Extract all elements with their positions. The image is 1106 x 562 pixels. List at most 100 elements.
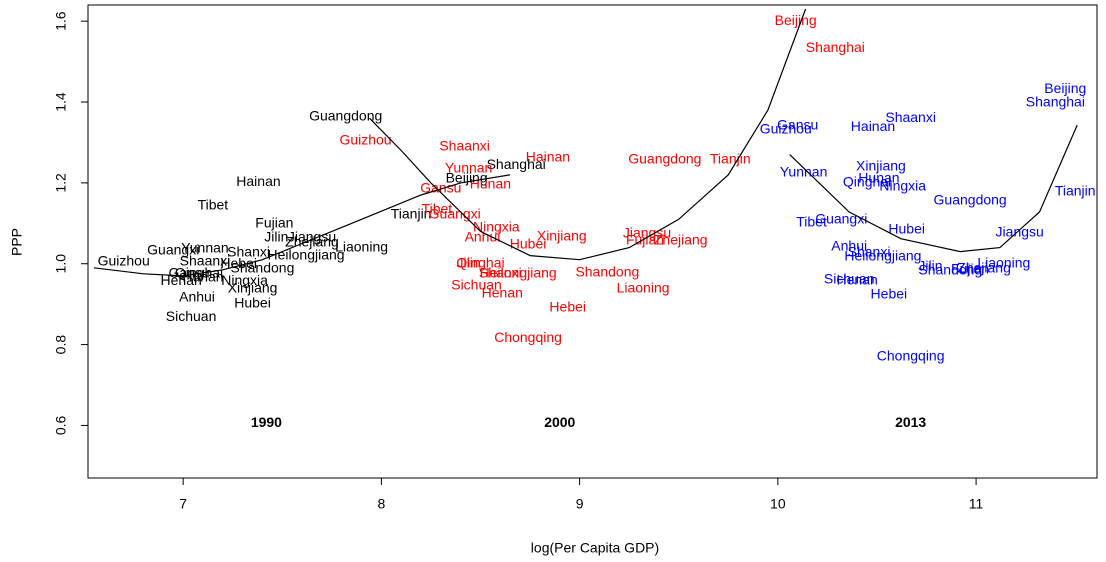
point-label: Shandong (575, 263, 639, 279)
point-label: Xinjiang (856, 157, 906, 173)
point-label: Shanghai (806, 39, 865, 55)
year-annotation: 2013 (895, 414, 926, 430)
point-label: Guangxi (429, 206, 481, 222)
x-tick-label: 11 (969, 496, 984, 512)
point-label: Sichuan (451, 276, 502, 292)
point-label: Guangxi (147, 242, 199, 258)
point-label: Henan (161, 272, 202, 288)
point-label: Hainan (851, 118, 895, 134)
point-label: Tibet (422, 201, 453, 217)
point-label: Hebei (871, 286, 908, 302)
x-axis-title: log(Per Capita GDP) (531, 540, 659, 556)
point-label: Heilongjiang (480, 265, 557, 281)
point-label: Liaoning (977, 254, 1030, 270)
point-label: Hubei (234, 294, 271, 310)
point-label: Xinjiang (228, 280, 278, 296)
y-tick-label: 1.2 (53, 173, 69, 193)
point-label: Tibet (796, 214, 827, 230)
point-label: Liaoning (617, 280, 670, 296)
point-label: Tianjin (710, 151, 751, 167)
point-label: Anhui (465, 229, 501, 245)
point-label: Hainan (236, 173, 280, 189)
point-label: Fujian (255, 214, 293, 230)
point-label: Guizhou (760, 121, 812, 137)
point-label: Shaanxi (180, 252, 231, 268)
point-label: Jilin (264, 229, 288, 245)
point-label: Hubei (888, 220, 925, 236)
point-label: Hebei (220, 255, 257, 271)
x-tick-label: 7 (179, 496, 187, 512)
x-tick-label: 10 (770, 496, 786, 512)
point-label: Beijing (446, 170, 488, 186)
point-label: Guangdong (628, 151, 701, 167)
point-label: Liaoning (335, 238, 388, 254)
point-label: Jilin (457, 254, 481, 270)
point-label: Jiangsu (623, 225, 671, 241)
point-label: Tibet (198, 197, 229, 213)
fit-curve (93, 174, 511, 277)
point-label: Shanghai (487, 156, 546, 172)
point-label: Henan (837, 271, 878, 287)
point-label: Guangdong (934, 191, 1007, 207)
point-label: Jiangsu (288, 229, 336, 245)
y-tick-label: 1.0 (53, 254, 69, 274)
point-label: Tianjin (391, 206, 432, 222)
point-label: Gansu (777, 117, 818, 133)
point-label: Shanxi (227, 244, 270, 260)
point-label: Chongqing (877, 347, 945, 363)
point-label: Henan (482, 284, 523, 300)
point-label: Sichuan (166, 308, 217, 324)
point-label: Hebei (549, 299, 586, 315)
point-label: Hunan (182, 269, 223, 285)
point-label: Yunnan (181, 239, 229, 255)
point-label: Hainan (526, 149, 570, 165)
point-label: Chongqing (494, 329, 562, 345)
point-label: Shanghai (1026, 94, 1085, 110)
x-tick-label: 9 (576, 496, 584, 512)
fit-curve (789, 124, 1078, 253)
point-label: Ningxia (221, 272, 268, 288)
point-label: Ningxia (473, 218, 520, 234)
point-label: Yunnan (780, 163, 828, 179)
point-label: Guizhou (98, 252, 150, 268)
point-label: Ningxia (879, 178, 926, 194)
plot-frame (87, 4, 1098, 479)
point-label: Beijing (775, 12, 817, 28)
point-label: Yunnan (445, 159, 493, 175)
year-annotation: 2000 (544, 414, 575, 430)
point-label: Anhui (831, 237, 867, 253)
point-label: Guangdong (309, 108, 382, 124)
point-label: Shaanxi (885, 109, 936, 125)
point-label: Shanxi (848, 244, 891, 260)
point-label: Xinjiang (537, 227, 587, 243)
x-tick-label: 8 (377, 496, 385, 512)
y-axis-title: PPP (9, 228, 25, 256)
point-label: Shandong (918, 261, 982, 277)
point-label: Zhejiang (957, 259, 1011, 275)
point-label: Shaanxi (439, 138, 490, 154)
year-annotation: 1990 (251, 414, 282, 430)
point-label: Zhejiang (654, 231, 708, 247)
point-label: Hubei (510, 235, 547, 251)
point-label: Anhui (179, 288, 215, 304)
point-label: Heilongjiang (844, 248, 921, 264)
point-label: Jiangsu (996, 223, 1044, 239)
point-label: Jilin (918, 257, 942, 273)
y-tick-label: 1.4 (53, 92, 69, 112)
point-label: Qinghai (843, 174, 891, 190)
y-tick-label: 0.6 (53, 416, 69, 436)
point-label: Hunan (858, 170, 899, 186)
point-label: Shanxi (479, 265, 522, 281)
point-label: Qinghai (175, 265, 223, 281)
point-label: Gansu (168, 265, 209, 281)
point-label: Sichuan (824, 271, 875, 287)
point-label: Tianjin (1055, 182, 1096, 198)
fit-curve (369, 8, 807, 261)
y-tick-label: 0.8 (53, 335, 69, 355)
y-tick-label: 1.6 (53, 11, 69, 31)
point-label: Guizhou (339, 132, 391, 148)
point-label: Fujian (951, 261, 989, 277)
point-label: Qinghai (456, 254, 504, 270)
point-label: Beijing (1044, 80, 1086, 96)
